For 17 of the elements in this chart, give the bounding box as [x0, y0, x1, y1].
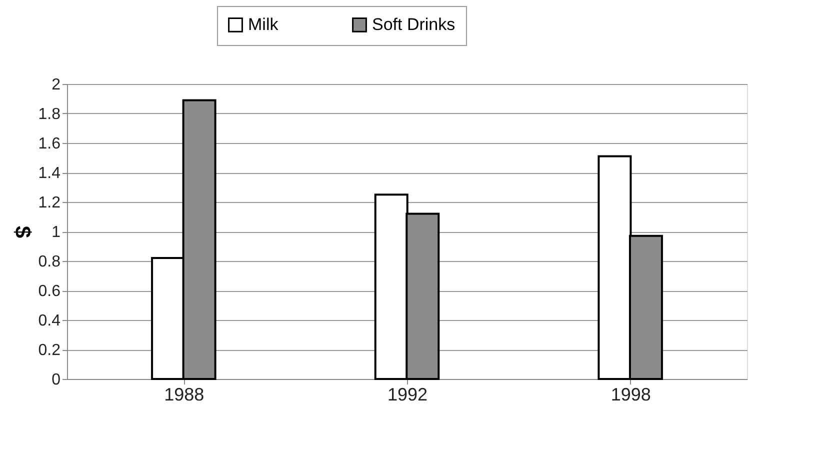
- y-tick-label: 1.6: [38, 136, 61, 152]
- legend-label: Soft Drinks: [372, 14, 456, 34]
- y-tick-label: 0.8: [38, 254, 61, 270]
- y-tick-label: 1.2: [38, 194, 61, 212]
- x-tick-label: 1992: [387, 384, 428, 404]
- y-tick-label: 0.6: [38, 283, 61, 300]
- y-tick-label: 0.2: [38, 342, 61, 359]
- x-tick-label: 1988: [164, 384, 204, 404]
- x-tick-label: 1998: [610, 384, 651, 404]
- y-tick-label: 1: [52, 224, 61, 241]
- y-tick-label: 1.4: [38, 165, 61, 182]
- y-tick-label: 1.8: [38, 106, 61, 123]
- legend-label: Milk: [248, 14, 279, 34]
- y-tick-label: 0.4: [38, 312, 61, 330]
- y-tick-label: 0: [52, 372, 61, 388]
- y-axis-title: $: [10, 226, 36, 238]
- y-tick-label: 2: [52, 76, 61, 94]
